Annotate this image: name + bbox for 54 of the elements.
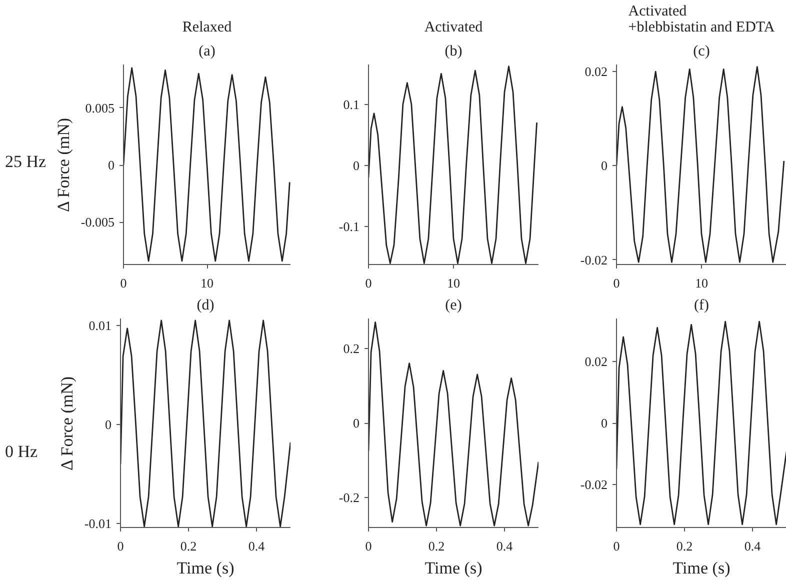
y-tick-label: 0 [353,158,360,173]
x-tick-label: 0.4 [496,538,514,554]
y-tick-label: -0.2 [338,490,360,506]
chart-subtitle: Activated [424,20,484,36]
x-tick-label: 0.4 [248,538,266,554]
line-series [368,66,538,264]
y-tick-label: 0.1 [343,96,360,112]
y-tick-label: 0 [601,416,608,430]
x-tick-label: 0 [613,276,620,290]
y-axis-title: Δ Force (mN) [57,376,76,470]
chart-title: (d) [196,298,214,314]
x-tick-label: 10 [447,276,460,290]
x-tick-label: 10 [695,276,708,290]
line-series [368,322,538,526]
x-axis-title: Time (s) [672,558,730,578]
chart-title: (c) [693,44,710,60]
x-tick-label: 0 [120,276,127,290]
line-series [616,66,785,263]
chart-subtitle: Activated +blebbistatin and EDTA [628,4,775,36]
x-axis-title: Time (s) [424,558,482,578]
text: 0 Hz [5,441,38,463]
x-tick-label: 0 [613,538,620,554]
y-axis-title: Δ Force (mN) [54,118,73,212]
chart-subtitle: Relaxed [182,20,232,36]
chart-title: (a) [198,44,216,60]
y-tick-label: -0.01 [84,516,112,532]
y-tick-label: -0.02 [580,476,608,492]
y-tick-label: 0 [105,416,112,432]
y-tick-label: 0.2 [343,340,360,356]
y-tick-label: -0.02 [580,252,608,268]
y-tick-label: 0 [601,158,608,174]
x-tick-label: 10 [200,276,214,290]
y-tick-label: 0 [108,158,114,173]
y-tick-label: -0.1 [338,219,360,234]
x-tick-label: 0.4 [744,538,762,554]
x-tick-label: 0 [365,538,372,554]
chart-title: (f) [694,298,710,314]
y-tick-label: -0.005 [80,214,115,230]
line-series [120,320,290,528]
x-axis-title: Time (s) [176,558,234,578]
chart-title: (b) [444,44,462,60]
y-tick-label: 0.005 [85,100,114,116]
text: 25 Hz [5,151,46,173]
x-tick-label: 0.2 [180,538,197,554]
line-series [616,320,786,526]
x-tick-label: 0 [365,276,372,290]
x-tick-label: 0.2 [676,538,693,554]
chart-title: (e) [445,298,462,314]
y-tick-label: 0.02 [584,64,608,80]
line-series [124,67,290,262]
y-tick-label: 0.01 [88,318,112,333]
x-tick-label: 0.2 [428,538,445,554]
y-tick-label: 0.02 [584,354,608,370]
y-tick-label: 0 [353,416,360,430]
